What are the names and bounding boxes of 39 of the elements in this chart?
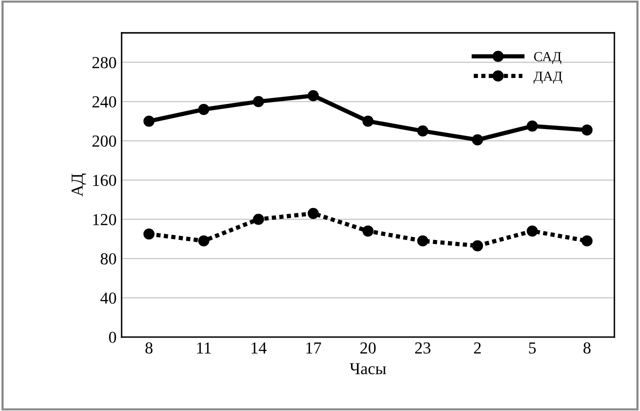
- point: [526, 226, 538, 237]
- point: [198, 104, 210, 115]
- y-tick-label: 120: [93, 214, 116, 226]
- y-tick-label: 280: [92, 57, 116, 68]
- point: [362, 226, 374, 237]
- legend-label: САД: [534, 52, 562, 64]
- point: [472, 240, 484, 252]
- point: [308, 208, 319, 219]
- y-tick-label: 200: [92, 136, 116, 147]
- y-tick-label: 0: [109, 332, 116, 343]
- point: [581, 235, 593, 246]
- y-tick-label: 240: [92, 96, 116, 108]
- point: [143, 228, 155, 240]
- x-tick-label: 2: [474, 342, 481, 354]
- x-tick-label: 20: [360, 342, 376, 354]
- point: [252, 214, 264, 225]
- y-axis-title: АД: [72, 174, 86, 196]
- y-tick-label: 80: [100, 253, 116, 264]
- point: [308, 90, 319, 102]
- y-tick-label: 40: [100, 292, 116, 304]
- x-tick-label: 8: [583, 342, 591, 354]
- point: [198, 235, 210, 246]
- x-axis-title: Часы: [350, 363, 386, 374]
- point: [417, 125, 428, 137]
- point: [526, 120, 538, 132]
- point: [252, 96, 264, 108]
- point: [143, 116, 155, 127]
- x-tick-label: 23: [415, 342, 430, 354]
- point: [362, 116, 374, 127]
- x-tick-label: 5: [529, 342, 536, 354]
- x-tick-label: 8: [145, 342, 153, 354]
- point: [417, 235, 428, 246]
- x-tick-label: 14: [252, 342, 267, 354]
- point: [581, 124, 593, 136]
- y-tick-label: 160: [93, 174, 116, 186]
- x-tick-label: 17: [306, 342, 322, 354]
- point: [472, 134, 484, 146]
- x-tick-label: 11: [197, 342, 211, 354]
- legend-label: ДАД: [534, 72, 562, 84]
